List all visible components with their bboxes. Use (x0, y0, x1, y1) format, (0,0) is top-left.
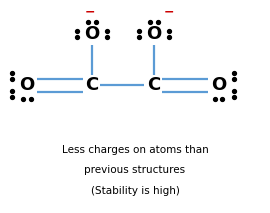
Text: O: O (146, 25, 161, 43)
Text: O: O (84, 25, 99, 43)
Text: C: C (147, 76, 161, 94)
Text: Less charges on atoms than: Less charges on atoms than (62, 145, 208, 155)
Text: C: C (85, 76, 99, 94)
Text: previous structures: previous structures (85, 166, 185, 175)
Text: (Stability is high): (Stability is high) (90, 186, 180, 196)
Text: −: − (85, 5, 96, 18)
Text: O: O (211, 76, 226, 94)
Text: O: O (19, 76, 35, 94)
Text: −: − (164, 5, 174, 18)
